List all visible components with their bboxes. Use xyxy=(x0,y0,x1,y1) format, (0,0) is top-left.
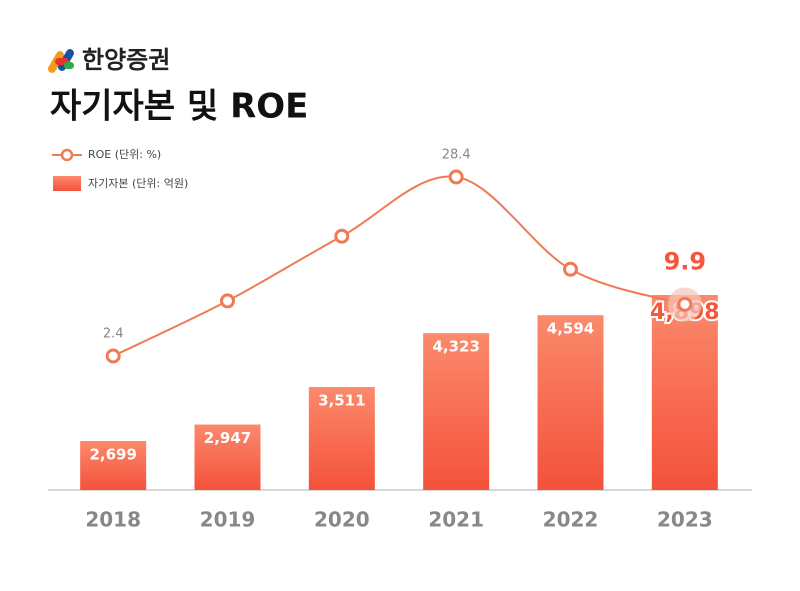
x-tick-label: 2018 xyxy=(85,508,141,532)
legend: ROE (단위: %) 자기자본 (단위: 억원) xyxy=(52,148,188,191)
legend-swatch xyxy=(53,176,81,191)
x-tick-label: 2022 xyxy=(543,508,599,532)
bar-label: 2,699 xyxy=(89,446,136,464)
roe-point xyxy=(563,261,578,277)
legend-marker xyxy=(60,148,74,162)
bar-label: 4,323 xyxy=(432,338,479,356)
brand: 한양증권 xyxy=(82,46,170,74)
bar-label: 2,947 xyxy=(204,429,251,447)
x-tick-label: 2019 xyxy=(200,508,256,532)
legend-label: ROE (단위: %) xyxy=(88,148,161,161)
roe-label: 2.4 xyxy=(103,327,124,342)
bar xyxy=(194,424,261,490)
roe-point xyxy=(677,296,693,312)
bar xyxy=(308,387,375,490)
bar xyxy=(423,333,490,490)
roe-point xyxy=(220,293,235,309)
roe-point xyxy=(105,348,121,364)
roe-label: 9.9 xyxy=(664,247,707,275)
roe-point xyxy=(334,228,350,244)
x-tick-label: 2020 xyxy=(314,508,370,532)
x-tick-label: 2023 xyxy=(657,508,713,532)
roe-point xyxy=(448,169,464,185)
bar-label: 3,511 xyxy=(318,392,365,410)
legend-label: 자기자본 (단위: 억원) xyxy=(88,177,188,190)
roe-line xyxy=(112,175,686,357)
bar xyxy=(80,441,147,490)
chart-title: 자기자본 및 ROE xyxy=(50,87,308,127)
roe-label: 28.4 xyxy=(442,148,471,163)
x-tick-label: 2021 xyxy=(428,508,484,532)
bar xyxy=(537,315,604,490)
logo xyxy=(48,49,74,73)
bar-label: 4,594 xyxy=(547,320,594,338)
bar xyxy=(651,295,718,490)
